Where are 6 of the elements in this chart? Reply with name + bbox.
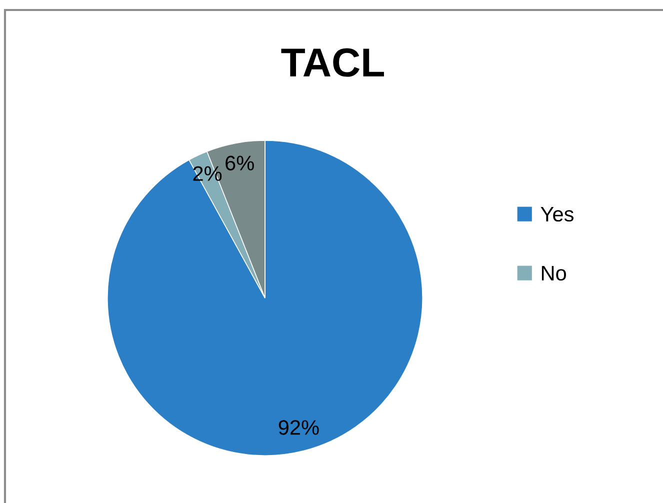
data-label: 92% (278, 420, 319, 435)
chart-title: TACL (281, 48, 384, 77)
legend-label: Yes (540, 207, 574, 222)
data-label: 6% (226, 156, 254, 170)
pie-slice (106, 140, 424, 456)
legend-label: No (542, 266, 566, 281)
